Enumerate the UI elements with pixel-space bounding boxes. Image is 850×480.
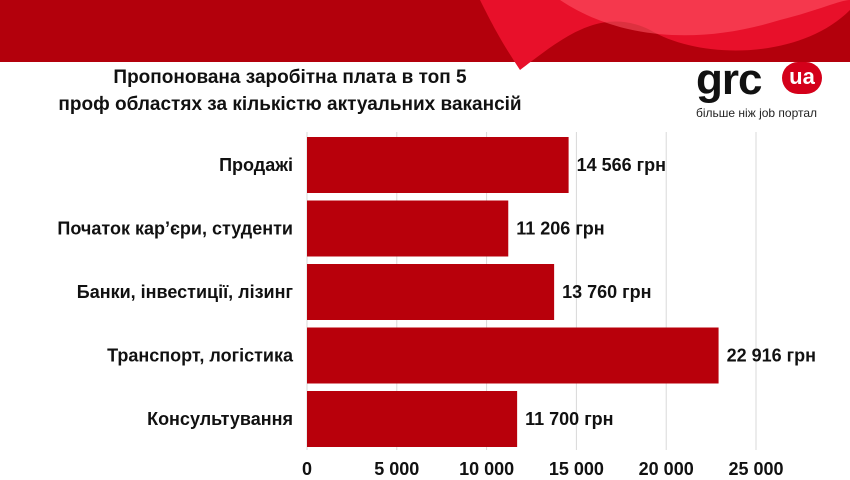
x-tick-label: 15 000 bbox=[549, 459, 604, 479]
bar bbox=[307, 391, 518, 447]
chart-title: Пропонована заробітна плата в топ 5 проф… bbox=[0, 64, 580, 118]
category-label: Консультування bbox=[147, 409, 293, 429]
logo-tagline: більше ніж job портал bbox=[696, 106, 818, 120]
x-tick-label: 10 000 bbox=[459, 459, 514, 479]
bar bbox=[307, 264, 555, 320]
data-label: 22 916 грн bbox=[727, 346, 816, 366]
x-tick-label: 5 000 bbox=[374, 459, 419, 479]
chart-title-line-1: Пропонована заробітна плата в топ 5 bbox=[113, 67, 467, 88]
category-labels: Продажі Початок кар’єри, студенти Банки, і… bbox=[57, 155, 294, 429]
logo-badge: ua bbox=[782, 62, 822, 94]
chart-title-line-2: проф областях за кількістю актуальних ва… bbox=[58, 94, 522, 115]
x-tick-label: 25 000 bbox=[728, 459, 783, 479]
data-label: 14 566 грн bbox=[577, 155, 666, 175]
category-label: Банки, інвестиції, лізинг bbox=[77, 282, 294, 302]
logo-wordmark: grc bbox=[696, 55, 762, 104]
data-label: 13 760 грн bbox=[562, 282, 651, 302]
category-label: Початок кар’єри, студенти bbox=[57, 219, 293, 239]
bar bbox=[307, 327, 719, 384]
category-label: Транспорт, логістика bbox=[107, 346, 294, 366]
x-axis-ticks: 0 5 000 10 000 15 000 20 000 25 000 bbox=[302, 459, 784, 479]
grc-logo: grc ua більше ніж job портал bbox=[690, 56, 830, 126]
x-tick-label: 0 bbox=[302, 459, 312, 479]
banner-highlight bbox=[560, 0, 850, 36]
bar bbox=[307, 200, 509, 257]
bars bbox=[307, 137, 719, 447]
data-labels: 14 566 грн 11 206 грн 13 760 грн 22 916 грн… bbox=[516, 155, 816, 429]
category-label: Продажі bbox=[219, 155, 293, 175]
data-label: 11 206 грн bbox=[516, 219, 604, 239]
bar bbox=[307, 137, 569, 193]
x-tick-label: 20 000 bbox=[639, 459, 694, 479]
data-label: 11 700 грн bbox=[525, 409, 613, 429]
